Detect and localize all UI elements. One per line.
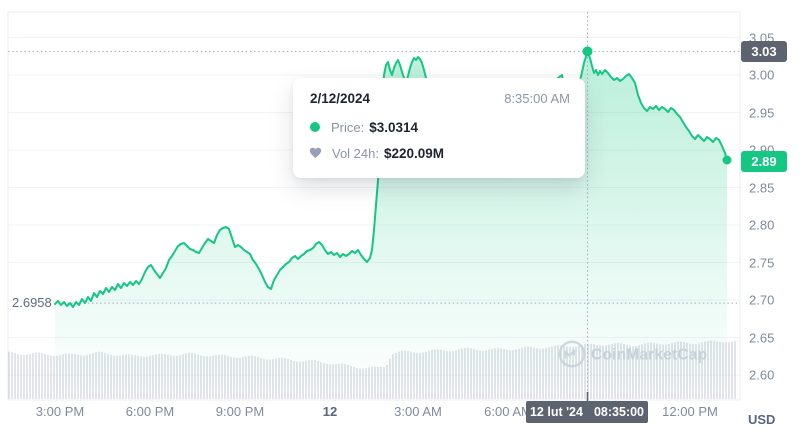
price-series-dot-icon [310,122,320,132]
chart-tooltip: 2/12/2024 8:35:00 AM Price: $3.0314 Vol … [293,78,585,178]
crosshair-time-badge: 12 lut '24 08:35:00 [526,401,648,423]
tooltip-vol-value: $220.09M [384,145,445,161]
y-tick-label: 2.75 [749,255,775,270]
tooltip-price-value: $3.0314 [369,119,419,135]
tooltip-price-label: Price: [331,119,365,135]
crosshair-point-marker [582,46,593,57]
tooltip-vol-label: Vol 24h: [332,145,379,161]
tooltip-volume-row: Vol 24h: $220.09M [309,144,570,162]
x-tick-label: 6:00 PM [125,404,175,419]
crosshair-date-label: 12 lut '24 [529,405,583,419]
current-price-badge: 2.89 [741,151,787,172]
y-tick-label: 2.85 [749,180,775,195]
x-tick-label: 6:00 AM [484,404,532,419]
tooltip-price-row: Price: $3.0314 [310,118,570,136]
x-tick-label: 12 [322,404,338,419]
y-tick-label: 2.60 [749,367,775,383]
x-tick-label: 3:00 AM [394,404,442,419]
y-tick-label: 2.95 [749,105,775,120]
y-tick-label: 2.80 [749,217,775,233]
crosshair-time-label: 08:35:00 [593,405,645,419]
open-price-label: 2.6958 [12,295,52,310]
y-tick-label: 3.00 [749,67,775,83]
volume-shield-icon [309,147,322,158]
tooltip-header: 2/12/2024 8:35:00 AM [310,91,570,106]
x-tick-label: 3:00 PM [35,404,85,419]
tooltip-date: 2/12/2024 [310,91,371,106]
x-tick-label: 9:00 PM [215,404,265,419]
y-tick-label: 2.70 [749,292,775,308]
y-tick-label: 2.65 [749,330,775,345]
last-price-marker [722,155,732,165]
x-tick-label: 12:00 PM [662,404,718,419]
currency-label: USD [748,412,776,427]
tooltip-time: 8:35:00 AM [504,91,570,106]
high-price-badge: 3.03 [741,41,787,62]
